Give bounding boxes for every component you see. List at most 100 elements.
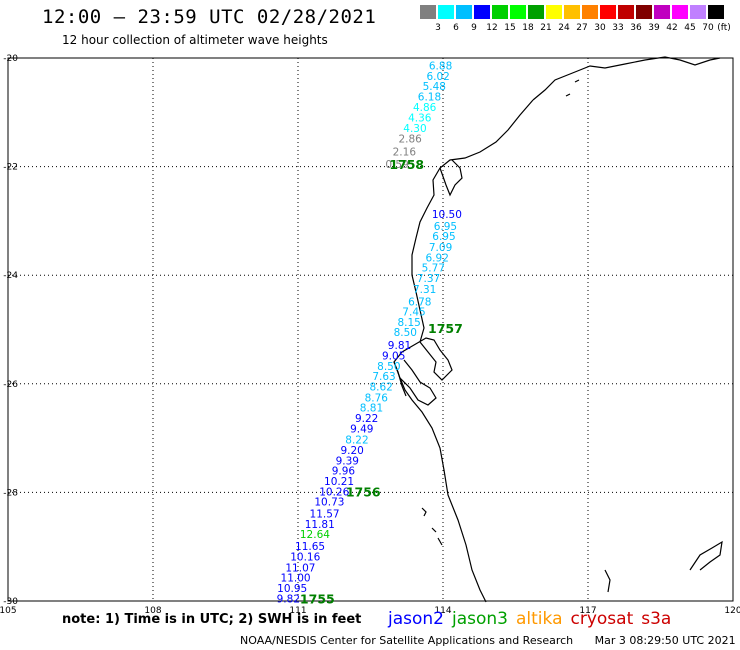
wave-height-label: 0.59: [385, 159, 408, 171]
wave-height-label: 8.15: [397, 317, 420, 329]
north-west-cape: [439, 159, 463, 197]
wave-height-label: 8.50: [394, 327, 417, 339]
satellite-legend-item: s3a: [641, 609, 672, 629]
wave-height-label: 8.76: [365, 392, 389, 404]
wave-height-label: 8.50: [377, 361, 400, 373]
southern-islet: [604, 569, 611, 593]
colorbar-swatch: [474, 5, 491, 19]
colorbar-label: 36: [630, 23, 642, 33]
wave-height-label: 4.86: [413, 102, 437, 114]
wave-height-label: 6.92: [426, 252, 449, 264]
colorbar-swatch: [618, 5, 635, 19]
wave-height-label: 2.16: [393, 146, 417, 158]
colorbar-label: 9: [471, 23, 477, 33]
colorbar-swatch: [546, 5, 563, 19]
small-islet: [574, 79, 580, 83]
timestamp: Mar 3 08:29:50 UTC 2021: [594, 634, 736, 647]
colorbar-label: 45: [684, 23, 696, 33]
colorbar-swatch: [564, 5, 581, 19]
colorbar-swatch: [672, 5, 689, 19]
colorbar-label: 39: [648, 23, 660, 33]
satellite-legend-item: cryosat: [570, 609, 634, 629]
wave-height-label: 10.16: [290, 551, 320, 563]
wave-height-label: 8.22: [345, 435, 368, 447]
island-c: [437, 537, 443, 546]
wave-height-label: 10.50: [432, 209, 462, 221]
satellite-legend: jason2 jason3 altika cryosat s3a: [388, 609, 679, 629]
colorbar-swatch: [636, 5, 653, 19]
wave-height-label: 11.07: [285, 562, 315, 574]
wave-height-label: 7.37: [417, 273, 440, 285]
colorbar-swatch: [456, 5, 473, 19]
lat-tick-label: -20: [3, 54, 18, 64]
colorbar-label: 3: [435, 23, 441, 33]
time-label: 1755: [300, 591, 335, 606]
lat-tick-label: -24: [3, 271, 18, 281]
wave-height-label: 7.45: [402, 307, 425, 319]
colorbar-label: 6: [453, 23, 459, 33]
lat-tick-label: -22: [3, 163, 18, 173]
lat-tick-label: -26: [3, 380, 18, 390]
wave-height-label: 10.26: [319, 486, 349, 498]
axis-tick-labels: 105 108 111 114 117 120 -20 -22 -24 -26 -28 -30: [0, 54, 740, 616]
colorbar-swatch: [600, 5, 617, 19]
colorbar-swatch: [420, 5, 437, 19]
colorbar-label: 15: [504, 23, 516, 33]
colorbar-swatch: [582, 5, 599, 19]
coastline-west: [393, 99, 534, 603]
wave-height-label: 9.22: [355, 413, 378, 425]
colorbar-swatch: [708, 5, 725, 19]
dirk-hartog-island: [393, 361, 407, 397]
wave-height-label: 6.18: [418, 92, 441, 104]
altimeter-track: 6.886.025.486.184.864.364.302.862.160.59…: [277, 61, 462, 606]
wave-height-label: 10.21: [324, 476, 354, 488]
credit-text: NOAA/NESDIS Center for Satellite Applica…: [240, 634, 574, 647]
island-a: [421, 507, 427, 517]
wave-height-label: 9.39: [336, 455, 359, 467]
lat-tick-label: -30: [3, 597, 18, 607]
wave-height-label: 5.48: [423, 81, 446, 93]
satellite-legend-item: jason2: [388, 609, 444, 629]
colorbar-swatch: [654, 5, 671, 19]
wave-height-label: 6.78: [408, 296, 431, 308]
satellite-legend-item: jason3: [452, 609, 508, 629]
lon-tick-label: 120: [724, 606, 740, 616]
wave-height-label: 8.62: [369, 382, 392, 394]
coastline-north: [532, 56, 721, 101]
time-label: 1756: [346, 484, 381, 499]
colorbar-label: 18: [522, 23, 534, 33]
wave-height-label: 9.20: [340, 445, 363, 457]
lon-tick-label: 117: [579, 606, 596, 616]
wave-height-label: 6.88: [429, 61, 452, 73]
wave-height-label: 10.73: [314, 497, 344, 509]
wave-height-label: 4.36: [408, 113, 432, 125]
colorbar-swatch: [438, 5, 455, 19]
coastline: [393, 56, 723, 603]
lon-tick-label: 108: [144, 606, 161, 616]
wave-height-label: 5.77: [422, 263, 445, 275]
page-title: 12:00 — 23:59 UTC 02/28/2021: [42, 6, 377, 28]
wave-height-label: 12.64: [300, 529, 330, 541]
colorbar-swatch: [492, 5, 509, 19]
southern-coast-piece: [689, 540, 723, 571]
time-labels: 1758 1757 1756 1755: [300, 157, 463, 606]
credit-line: NOAA/NESDIS Center for Satellite Applica…: [240, 634, 736, 647]
wave-height-label: 9.49: [350, 423, 373, 435]
satellite-legend-item: altika: [516, 609, 563, 629]
colorbar-label: 12: [486, 23, 498, 33]
colorbar-swatch: [690, 5, 707, 19]
colorbar-label: 21: [540, 23, 552, 33]
wave-height-label: 6.02: [426, 71, 449, 83]
lat-tick-label: -28: [3, 488, 18, 498]
wave-height-label: 7.63: [372, 371, 395, 383]
colorbar-swatch: [528, 5, 545, 19]
wave-height-label: 11.57: [310, 509, 340, 521]
lon-tick-label: 111: [289, 606, 306, 616]
wave-height-label: 9.05: [382, 351, 405, 363]
colorbar-label: 70: [702, 23, 714, 33]
wave-height-label: 9.81: [388, 340, 411, 352]
wave-height-label: 7.09: [429, 242, 452, 254]
page-subtitle: 12 hour collection of altimeter wave hei…: [62, 33, 328, 47]
map-frame: [7, 57, 734, 602]
colorbar-label: 42: [666, 23, 678, 33]
